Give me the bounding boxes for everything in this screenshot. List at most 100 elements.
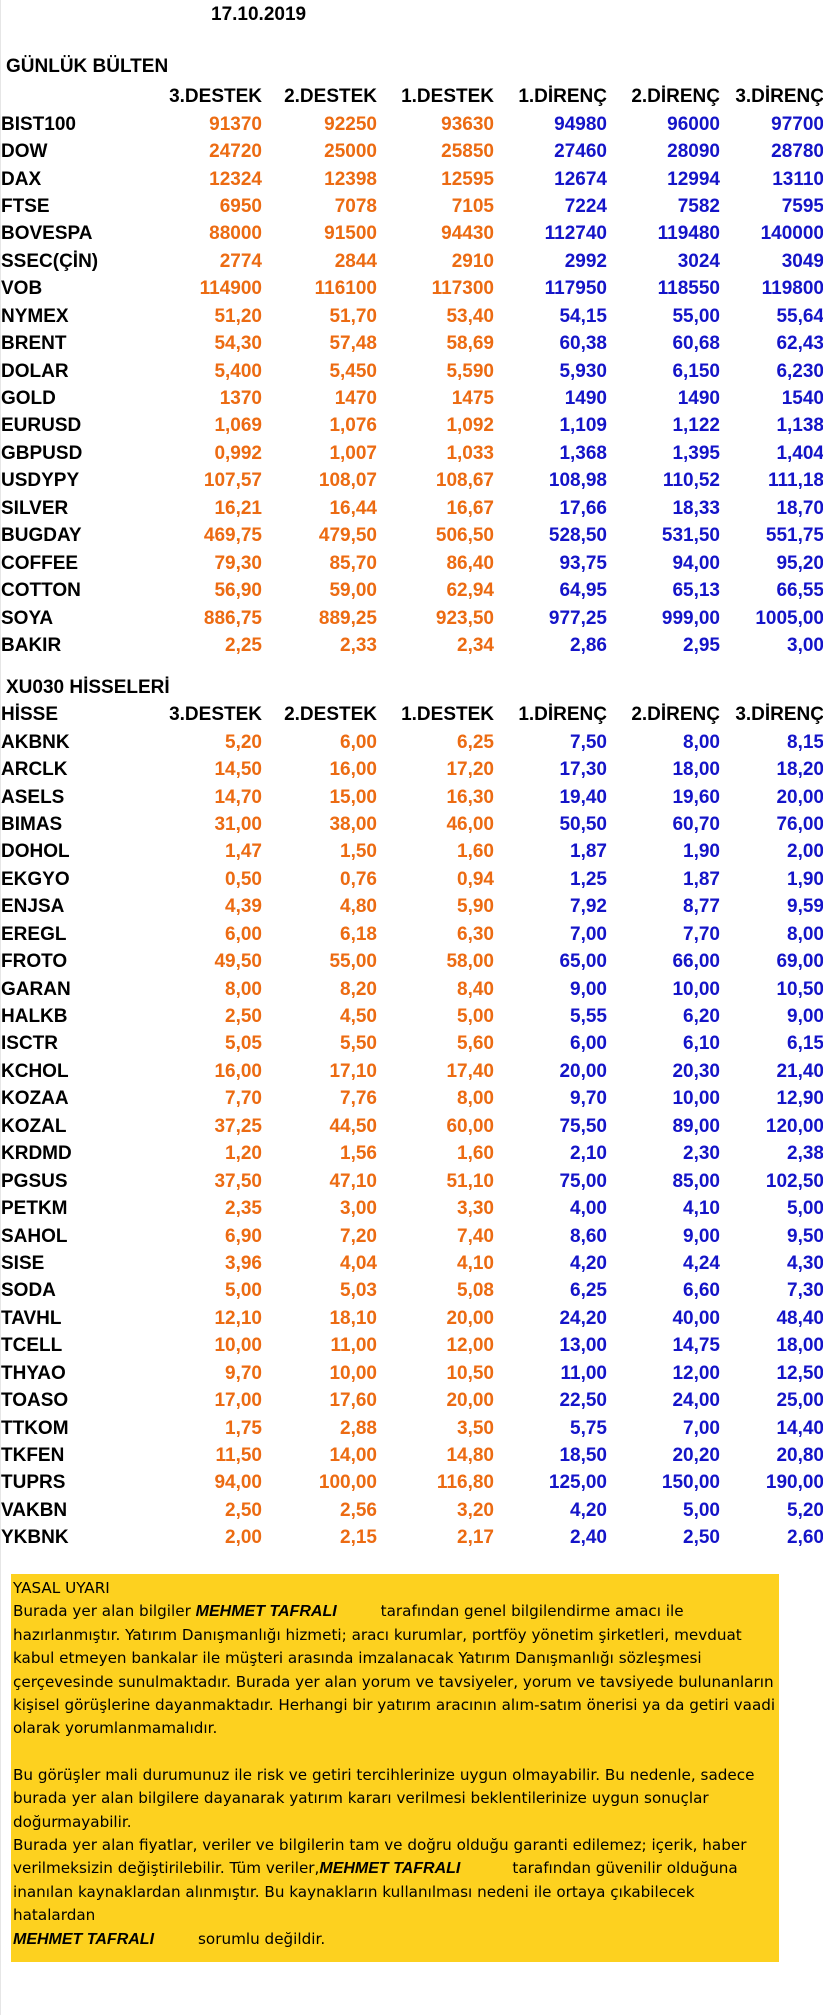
- support-level-cell: 15,00: [329, 786, 377, 808]
- stock-row: AKBNK 5,20 6,00 6,25 7,50 8,00 8,15: [1, 728, 823, 755]
- resistance-level-cell: 14,40: [776, 1417, 823, 1439]
- support-level-cell: 16,00: [329, 759, 377, 781]
- resistance-level-cell: 3024: [677, 250, 720, 272]
- resistance-level-cell: 3049: [781, 250, 823, 272]
- stock-row: ASELS 14,70 15,00 16,30 19,40 19,60 20,00: [1, 783, 823, 810]
- resistance-level-cell: 2,30: [683, 1143, 720, 1165]
- resistance-level-cell: 1490: [677, 388, 720, 410]
- resistance-level-cell: 6,15: [787, 1033, 823, 1055]
- instrument-name: SILVER: [1, 497, 69, 519]
- resistance-level-cell: 1,90: [683, 841, 720, 863]
- resistance-level-cell: 6,230: [776, 360, 823, 382]
- support-level-cell: 2774: [219, 250, 262, 272]
- resistance-level-cell: 93,75: [559, 552, 607, 574]
- support-level-cell: 10,50: [446, 1362, 494, 1384]
- resistance-level-cell: 1005,00: [755, 607, 823, 629]
- instrument-name: DOHOL: [1, 841, 70, 863]
- stock-row: TOASO 17,00 17,60 20,00 22,50 24,00 25,00: [1, 1387, 823, 1414]
- stock-row: VAKBN 2,50 2,56 3,20 4,20 5,00 5,20: [1, 1497, 823, 1524]
- instrument-name: BOVESPA: [1, 223, 93, 245]
- resistance-level-cell: 66,55: [776, 580, 823, 602]
- stock-row: SISE 3,96 4,04 4,10 4,20 4,24 4,30: [1, 1250, 823, 1277]
- support-level-cell: 25000: [324, 141, 377, 163]
- support-level-cell: 17,10: [329, 1060, 377, 1082]
- instrument-name: PGSUS: [1, 1170, 68, 1192]
- support-level-cell: 85,70: [329, 552, 377, 574]
- resistance-level-cell: 5,00: [683, 1499, 720, 1521]
- resistance-level-cell: 531,50: [661, 525, 720, 547]
- support-level-cell: 37,25: [214, 1115, 262, 1137]
- instrument-name: HALKB: [1, 1006, 68, 1028]
- support-level-cell: 4,10: [457, 1252, 494, 1274]
- support-level-cell: 889,25: [318, 607, 377, 629]
- stock-row: HALKB 2,50 4,50 5,00 5,55 6,20 9,00: [1, 1003, 823, 1030]
- resistance-level-cell: 60,38: [559, 333, 607, 355]
- index-row: BUGDAY 469,75 479,50 506,50 528,50 531,50 551,…: [1, 522, 823, 549]
- support-level-cell: 5,00: [457, 1006, 494, 1028]
- resistance-level-cell: 6,25: [570, 1280, 607, 1302]
- resistance-level-cell: 9,70: [570, 1088, 607, 1110]
- resistance-level-cell: 7,70: [683, 923, 720, 945]
- support-level-cell: 4,39: [225, 896, 262, 918]
- support-level-cell: 94430: [441, 223, 494, 245]
- support-level-cell: 5,05: [225, 1033, 262, 1055]
- resistance-level-cell: 150,00: [661, 1472, 720, 1494]
- header-spacer: [1, 83, 149, 110]
- resistance-level-cell: 6,20: [683, 1006, 720, 1028]
- support-level-cell: 5,00: [225, 1280, 262, 1302]
- support-level-cell: 1475: [451, 388, 494, 410]
- instrument-name: EKGYO: [1, 868, 70, 890]
- index-row: USDYPY 107,57 108,07 108,67 108,98 110,52 111,…: [1, 467, 823, 494]
- stock-row: SODA 5,00 5,03 5,08 6,25 6,60 7,30: [1, 1277, 823, 1304]
- resistance-level-cell: 89,00: [672, 1115, 720, 1137]
- support-level-cell: 5,20: [225, 731, 262, 753]
- support-level-cell: 24720: [209, 141, 262, 163]
- instrument-name: TKFEN: [1, 1445, 65, 1467]
- resistance-level-cell: 111,18: [767, 470, 823, 492]
- instrument-name: BUGDAY: [1, 525, 82, 547]
- resistance-level-cell: 10,50: [776, 978, 823, 1000]
- support-level-cell: 91370: [209, 113, 262, 135]
- header-cell: 3.DESTEK: [169, 86, 262, 108]
- support-level-cell: 108,07: [318, 470, 377, 492]
- disclaimer-paragraph-3: Burada yer alan fiyatlar, veriler ve bil…: [13, 1834, 779, 1928]
- resistance-level-cell: 4,20: [570, 1252, 607, 1274]
- resistance-level-cell: 24,20: [559, 1307, 607, 1329]
- stock-row: TTKOM 1,75 2,88 3,50 5,75 7,00 14,40: [1, 1414, 823, 1441]
- support-level-cell: 5,400: [214, 360, 262, 382]
- header-cell: 2.DESTEK: [284, 86, 377, 108]
- support-level-cell: 5,90: [457, 896, 494, 918]
- disclaimer-text: tarafından güvenilir olduğuna inanılan k…: [13, 1859, 738, 1925]
- resistance-level-cell: 65,13: [672, 580, 720, 602]
- support-level-cell: 2844: [334, 250, 377, 272]
- index-row: GOLD 1370 1470 1475 1490 1490 1540: [1, 385, 823, 412]
- bulletin-date: 17.10.2019: [211, 4, 307, 25]
- support-level-cell: 6,18: [340, 923, 377, 945]
- support-level-cell: 17,20: [446, 759, 494, 781]
- stock-row: GARAN 8,00 8,20 8,40 9,00 10,00 10,50: [1, 975, 823, 1002]
- resistance-level-cell: 12994: [667, 168, 720, 190]
- instrument-name: COFFEE: [1, 552, 79, 574]
- stock-row: TKFEN 11,50 14,00 14,80 18,50 20,20 20,80: [1, 1442, 823, 1469]
- support-level-cell: 1,092: [446, 415, 494, 437]
- resistance-level-cell: 96000: [667, 113, 720, 135]
- instrument-name: TAVHL: [1, 1307, 62, 1329]
- instrument-name: ASELS: [1, 786, 65, 808]
- support-level-cell: 8,00: [457, 1088, 494, 1110]
- resistance-level-cell: 8,00: [683, 731, 720, 753]
- support-level-cell: 2,00: [225, 1527, 262, 1549]
- legal-disclaimer-box: YASAL UYARI Burada yer alan bilgiler MEH…: [11, 1574, 779, 1962]
- resistance-level-cell: 8,00: [787, 923, 823, 945]
- resistance-level-cell: 999,00: [661, 607, 720, 629]
- support-level-cell: 57,48: [329, 333, 377, 355]
- resistance-level-cell: 28780: [771, 141, 823, 163]
- support-level-cell: 16,67: [446, 497, 494, 519]
- resistance-level-cell: 2,60: [787, 1527, 823, 1549]
- support-level-cell: 49,50: [214, 951, 262, 973]
- instrument-name: AKBNK: [1, 731, 70, 753]
- resistance-level-cell: 50,50: [559, 813, 607, 835]
- disclaimer-paragraph-1: Burada yer alan bilgiler MEHMET TAFRALI t…: [13, 1600, 779, 1740]
- resistance-level-cell: 17,30: [559, 759, 607, 781]
- resistance-level-cell: 27460: [554, 141, 607, 163]
